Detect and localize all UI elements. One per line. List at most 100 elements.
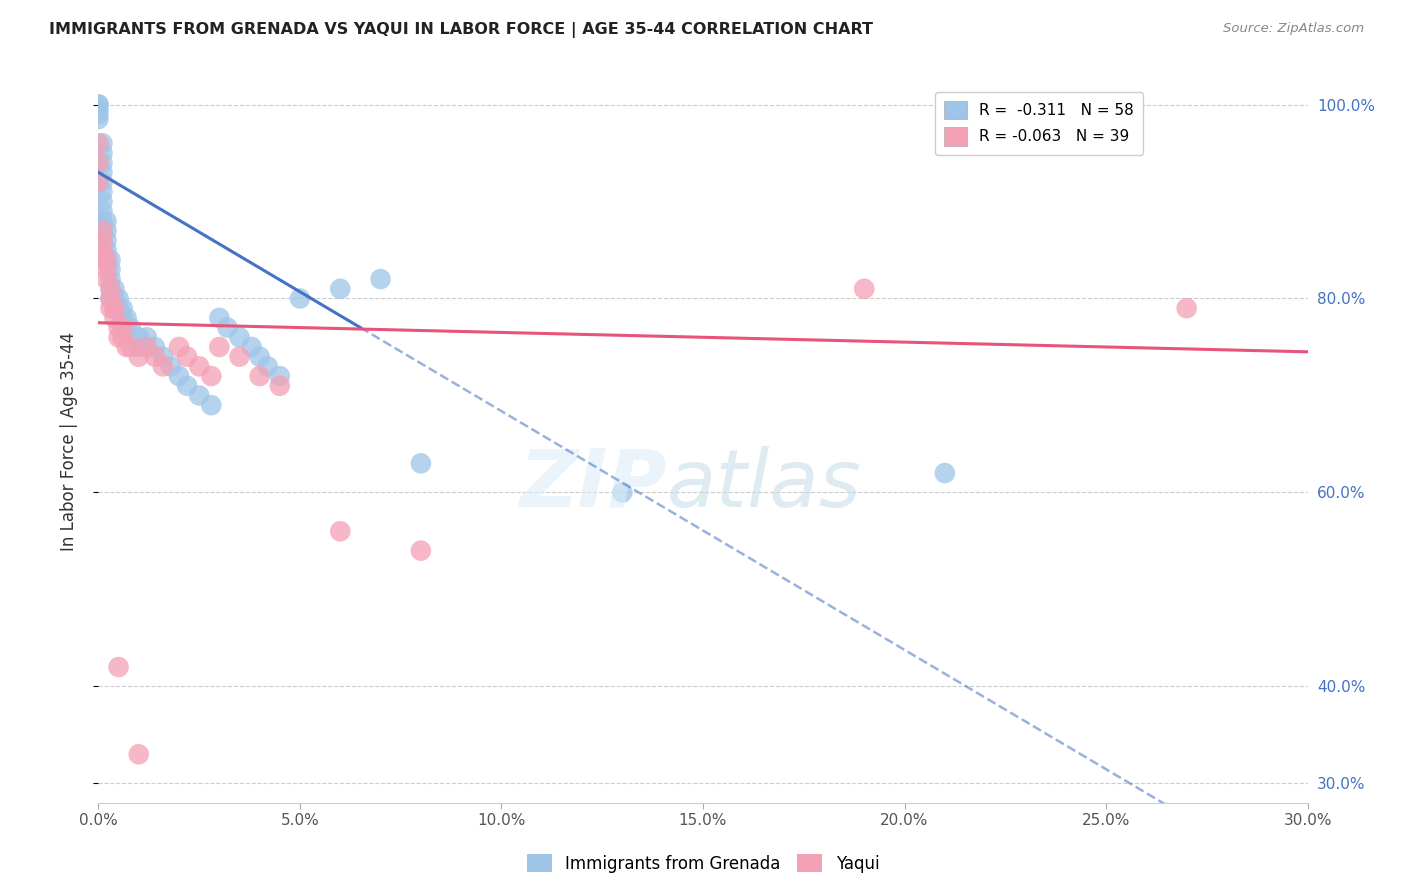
Point <box>100 262 122 277</box>
Point <box>188 388 211 402</box>
Point <box>167 340 190 354</box>
Point <box>103 310 125 325</box>
Point <box>100 282 122 296</box>
Point <box>612 485 634 500</box>
Point <box>176 350 198 364</box>
Point <box>96 252 118 267</box>
Legend: Immigrants from Grenada, Yaqui: Immigrants from Grenada, Yaqui <box>520 847 886 880</box>
Point <box>103 292 125 306</box>
Point <box>87 155 110 169</box>
Point <box>1175 301 1198 316</box>
Point <box>96 252 118 267</box>
Point <box>152 359 174 374</box>
Point <box>135 330 157 344</box>
Point <box>96 262 118 277</box>
Point <box>853 282 876 296</box>
Point <box>87 175 110 189</box>
Point <box>100 272 122 286</box>
Point <box>115 310 138 325</box>
Point <box>100 282 122 296</box>
Point <box>160 359 183 374</box>
Text: Source: ZipAtlas.com: Source: ZipAtlas.com <box>1223 22 1364 36</box>
Point <box>934 466 956 480</box>
Point <box>87 103 110 117</box>
Point <box>91 252 114 267</box>
Point <box>103 301 125 316</box>
Point <box>228 330 250 344</box>
Point <box>370 272 392 286</box>
Point <box>120 320 142 334</box>
Point <box>96 243 118 257</box>
Point <box>128 350 150 364</box>
Text: IMMIGRANTS FROM GRENADA VS YAQUI IN LABOR FORCE | AGE 35-44 CORRELATION CHART: IMMIGRANTS FROM GRENADA VS YAQUI IN LABO… <box>49 22 873 38</box>
Point <box>87 97 110 112</box>
Point <box>288 292 311 306</box>
Point <box>143 350 166 364</box>
Point <box>208 310 231 325</box>
Point <box>200 398 222 412</box>
Point <box>188 359 211 374</box>
Point <box>152 350 174 364</box>
Point <box>240 340 263 354</box>
Point <box>256 359 278 374</box>
Point <box>143 340 166 354</box>
Point <box>135 340 157 354</box>
Y-axis label: In Labor Force | Age 35-44: In Labor Force | Age 35-44 <box>59 332 77 551</box>
Point <box>87 112 110 126</box>
Point <box>111 310 134 325</box>
Point <box>329 282 352 296</box>
Point <box>91 146 114 161</box>
Point <box>409 543 432 558</box>
Point <box>91 233 114 247</box>
Point <box>96 272 118 286</box>
Point <box>96 233 118 247</box>
Point <box>96 224 118 238</box>
Point <box>103 301 125 316</box>
Legend: R =  -0.311   N = 58, R = -0.063   N = 39: R = -0.311 N = 58, R = -0.063 N = 39 <box>935 92 1143 155</box>
Point <box>128 330 150 344</box>
Point <box>91 224 114 238</box>
Point <box>100 252 122 267</box>
Point <box>91 155 114 169</box>
Point <box>249 369 271 384</box>
Point <box>208 340 231 354</box>
Point <box>249 350 271 364</box>
Point <box>87 97 110 112</box>
Point <box>100 301 122 316</box>
Point <box>176 378 198 392</box>
Point <box>96 214 118 228</box>
Point <box>107 330 129 344</box>
Point <box>111 330 134 344</box>
Point <box>200 369 222 384</box>
Point <box>87 107 110 121</box>
Text: atlas: atlas <box>666 446 862 524</box>
Point <box>100 292 122 306</box>
Point <box>409 456 432 470</box>
Point <box>269 378 291 392</box>
Point <box>111 320 134 334</box>
Point <box>91 224 114 238</box>
Point <box>228 350 250 364</box>
Point <box>87 136 110 151</box>
Point <box>91 185 114 199</box>
Point <box>107 320 129 334</box>
Point <box>91 136 114 151</box>
Point <box>329 524 352 539</box>
Point <box>167 369 190 384</box>
Point <box>120 340 142 354</box>
Point <box>107 301 129 316</box>
Point <box>91 243 114 257</box>
Point <box>91 204 114 219</box>
Point <box>91 175 114 189</box>
Point <box>107 292 129 306</box>
Point <box>269 369 291 384</box>
Text: ZIP: ZIP <box>519 446 666 524</box>
Point <box>128 340 150 354</box>
Point <box>103 282 125 296</box>
Point <box>91 214 114 228</box>
Point <box>128 747 150 762</box>
Point <box>100 292 122 306</box>
Point <box>91 194 114 209</box>
Point <box>107 660 129 674</box>
Point <box>91 165 114 179</box>
